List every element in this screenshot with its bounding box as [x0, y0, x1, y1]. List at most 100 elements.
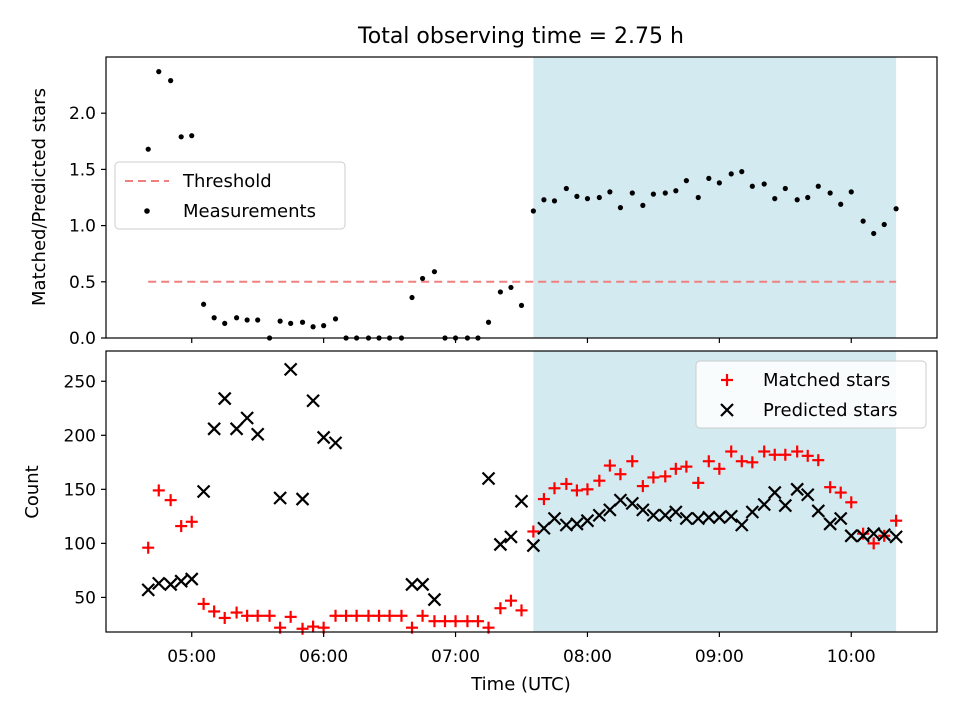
measurement-points [145, 69, 899, 341]
ratio-ytick-label: 0.0 [69, 329, 96, 349]
matched-star-marker [824, 481, 837, 494]
measurement-point [706, 175, 712, 181]
matched-star-marker [702, 455, 715, 468]
matched-star-marker [395, 609, 408, 622]
legend-predicted-label: Predicted stars [763, 400, 897, 421]
measurement-point [178, 134, 184, 140]
matched-star-marker [416, 609, 429, 622]
predicted-star-marker [603, 503, 617, 517]
measurement-point [893, 206, 899, 212]
count-points [141, 362, 903, 635]
predicted-star-marker [514, 494, 529, 509]
count-legend-box [695, 360, 927, 429]
measurement-point [881, 221, 887, 228]
predicted-star-marker [592, 508, 607, 523]
predicted-star-marker [328, 436, 343, 450]
measurement-point [530, 208, 536, 214]
measurement-point [749, 183, 755, 189]
predicted-star-marker [735, 518, 749, 532]
x-tick-label: 10:00 [827, 647, 876, 667]
measurement-point [650, 191, 657, 197]
matched-star-marker [867, 537, 880, 550]
count-ytick-label: 150 [64, 480, 96, 500]
matched-star-marker [340, 609, 353, 622]
count-ytick-label: 100 [64, 534, 96, 554]
matched-star-marker [284, 610, 297, 623]
measurement-point [156, 69, 162, 75]
matched-star-marker [263, 609, 276, 622]
predicted-star-marker [405, 577, 419, 592]
predicted-star-marker [217, 391, 232, 406]
predicted-star-marker [613, 493, 628, 507]
measurement-point [596, 194, 602, 201]
measurement-point [541, 197, 547, 203]
predicted-star-marker [229, 422, 244, 436]
measurement-point [485, 319, 492, 325]
predicted-star-marker [283, 362, 298, 377]
matched-star-marker [164, 494, 177, 507]
count-ytick-label: 200 [64, 426, 96, 446]
matched-star-marker [142, 541, 155, 554]
x-tick-label: 05:00 [167, 647, 216, 667]
matched-star-marker [812, 454, 825, 467]
count-panel: 50 100 150 200 250 Count 05:00 06:00 07:00 08:0… [22, 338, 938, 695]
ratio-y-axis-label: Matched/Predicted stars [29, 88, 50, 306]
matched-star-marker [152, 484, 165, 497]
measurement-point [848, 189, 854, 195]
predicted-star-marker [295, 492, 310, 506]
measurement-point [772, 196, 778, 202]
predicted-star-marker [800, 487, 815, 502]
matched-star-marker [779, 448, 792, 461]
matched-star-marker [373, 609, 386, 622]
matched-star-marker [735, 455, 748, 468]
matched-star-marker [746, 456, 759, 469]
predicted-star-marker [757, 497, 771, 512]
measurement-point [431, 269, 438, 275]
predicted-star-marker [844, 529, 859, 543]
matched-star-marker [669, 462, 682, 475]
legend-matched-swatch [721, 374, 733, 386]
predicted-star-marker [184, 572, 199, 586]
measurement-point [871, 230, 877, 237]
matched-star-marker [768, 448, 781, 461]
matched-star-marker [548, 482, 561, 495]
ratio-ytick-label: 1.0 [69, 217, 96, 237]
predicted-star-marker [415, 577, 430, 592]
predicted-star-marker [625, 496, 640, 511]
matched-star-marker [647, 471, 660, 484]
matched-star-marker [504, 594, 517, 607]
measurement-point [222, 320, 228, 326]
matched-star-marker [560, 477, 573, 490]
matched-star-marker [449, 615, 462, 628]
matched-star-marker [537, 493, 550, 506]
matched-star-marker [801, 449, 814, 462]
measurement-point [629, 190, 635, 196]
predicted-star-marker [141, 583, 155, 597]
predicted-star-marker [636, 503, 650, 517]
legend-predicted-swatch [720, 403, 734, 417]
measurement-point [716, 180, 722, 186]
count-ytick-label: 50 [74, 588, 96, 608]
predicted-star-marker [811, 504, 826, 518]
predicted-star-marker [151, 576, 166, 591]
matched-star-marker [175, 520, 188, 533]
measurement-point [419, 275, 426, 282]
measurement-point [805, 194, 811, 201]
matched-star-marker [230, 606, 243, 619]
ratio-panel: 0.00.51.01.52.0 Matched/Predicted stars … [29, 56, 938, 349]
predicted-star-marker [526, 538, 541, 553]
predicted-star-marker [658, 508, 673, 523]
predicted-star-marker [702, 510, 716, 525]
matched-star-marker [515, 604, 528, 617]
measurement-point [838, 201, 844, 207]
measurement-point [255, 317, 261, 323]
measurement-point [563, 185, 569, 192]
measurement-point [662, 190, 668, 196]
matched-star-marker [494, 602, 507, 615]
predicted-star-marker [207, 422, 221, 436]
matched-star-marker [636, 480, 649, 493]
matched-star-marker [603, 459, 616, 472]
measurement-point [310, 324, 316, 330]
measurement-point [640, 202, 646, 208]
